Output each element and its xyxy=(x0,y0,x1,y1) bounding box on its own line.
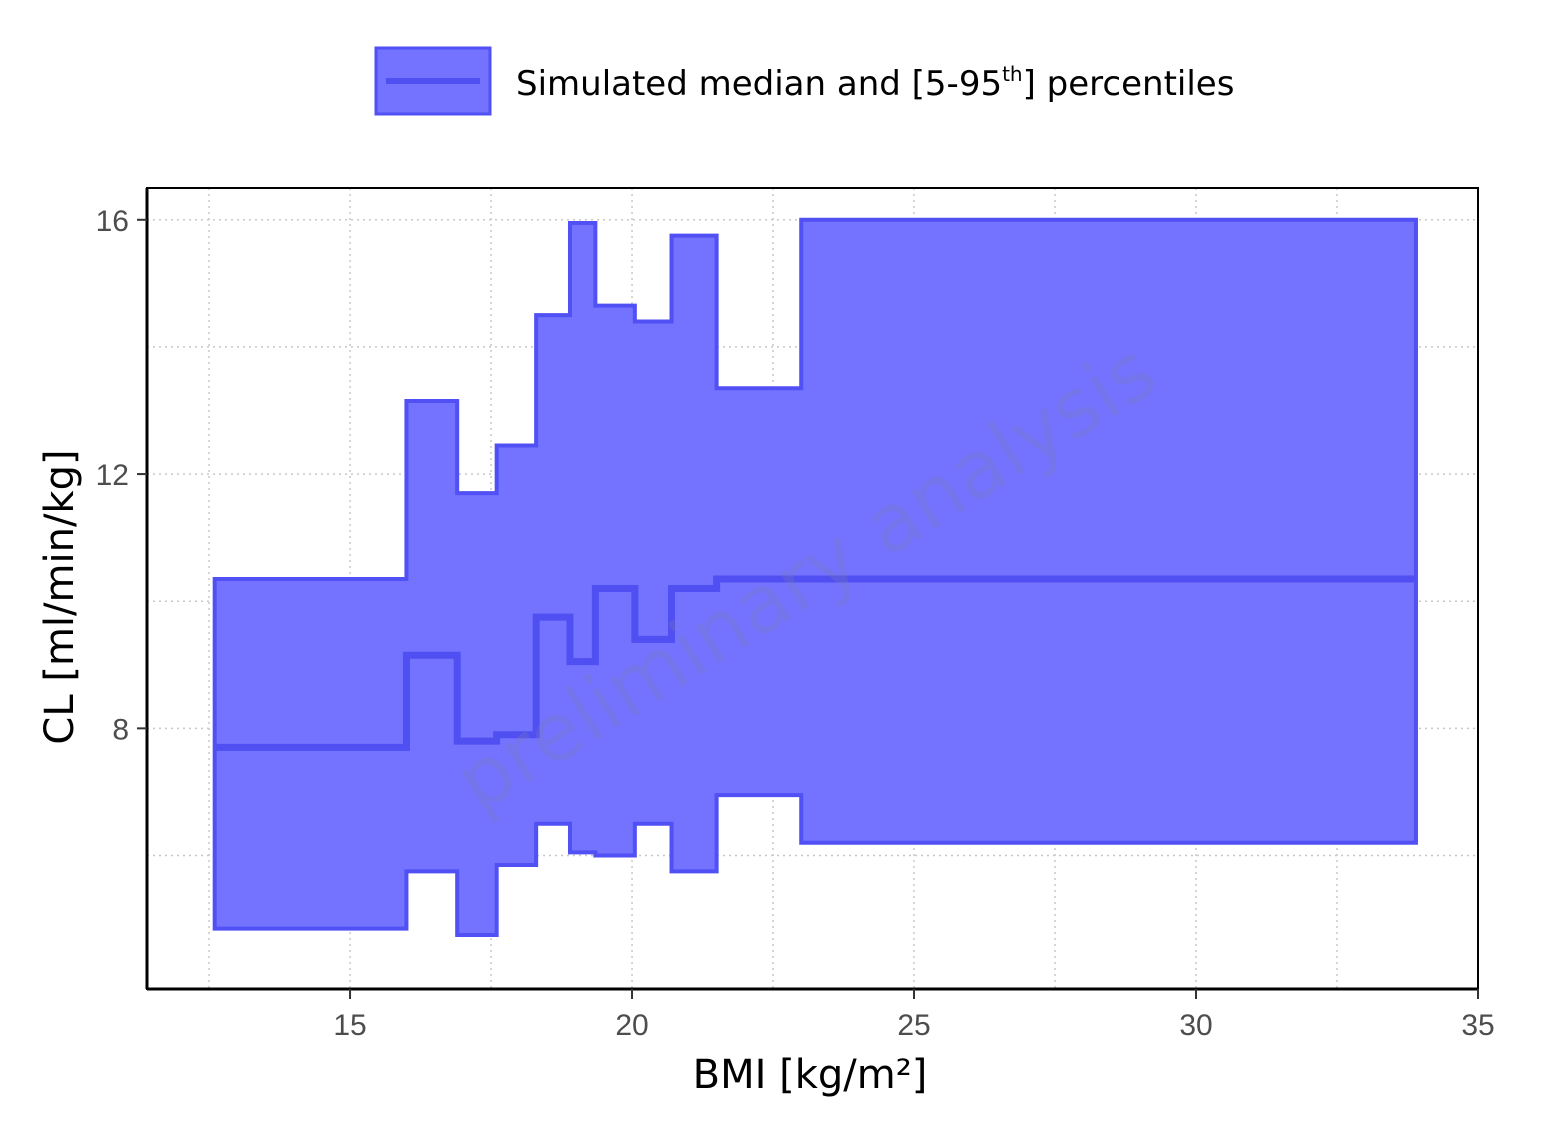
axes: 15 20 25 30 35 8 12 16 xyxy=(96,188,1495,1042)
y-tick-label: 12 xyxy=(96,459,129,492)
legend-label-end: ] percentiles xyxy=(1023,64,1235,104)
x-tick-label: 30 xyxy=(1179,1009,1212,1042)
x-tick-label: 25 xyxy=(897,1009,930,1042)
x-tick-label: 20 xyxy=(615,1009,648,1042)
median-line xyxy=(214,575,1416,751)
y-axis-title: CL [ml/min/kg] xyxy=(37,449,83,744)
y-tick-label: 16 xyxy=(96,205,129,238)
x-axis-title: BMI [kg/m²] xyxy=(693,1052,928,1098)
data-layer xyxy=(212,217,1418,937)
legend-label: Simulated median and [5-95th] percentile… xyxy=(516,62,1234,104)
y-tick-label: 8 xyxy=(112,713,129,746)
legend: Simulated median and [5-95th] percentile… xyxy=(374,46,1234,116)
x-tick-label: 15 xyxy=(333,1009,366,1042)
legend-label-main: Simulated median and [5-95 xyxy=(516,64,1002,104)
legend-label-sup: th xyxy=(1002,62,1023,86)
x-tick-label: 35 xyxy=(1461,1009,1494,1042)
